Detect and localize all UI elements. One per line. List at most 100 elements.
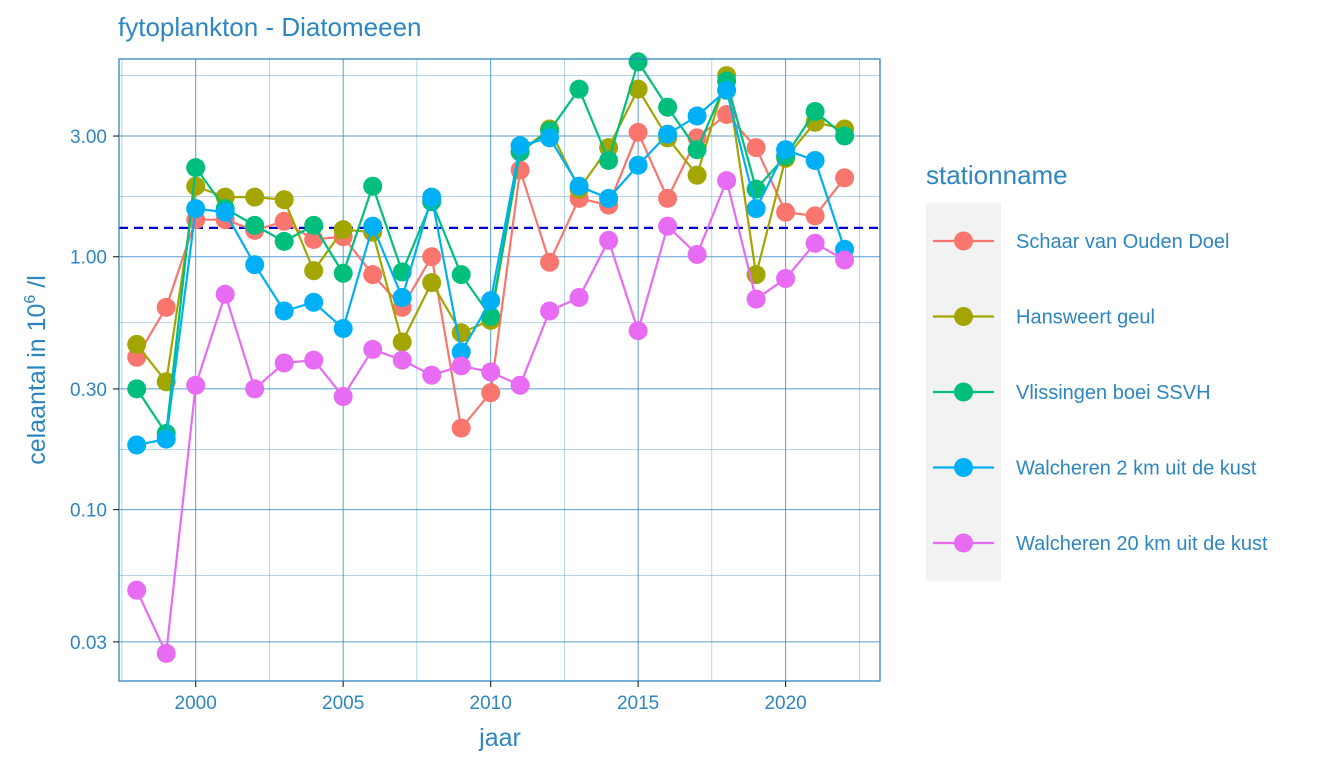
legend-item: Schaar van Ouden Doel	[933, 231, 1229, 253]
legend-key-point	[954, 231, 973, 251]
legend-key-point	[954, 382, 973, 402]
y-axis-title-exponent: 6	[22, 295, 39, 304]
data-point	[422, 365, 442, 385]
data-point	[422, 273, 442, 293]
data-point	[540, 128, 560, 148]
data-point	[392, 350, 412, 370]
data-point	[835, 126, 855, 146]
data-point	[687, 140, 707, 160]
data-point	[540, 301, 560, 321]
data-point	[805, 233, 825, 253]
data-point	[422, 247, 442, 267]
data-point	[245, 187, 265, 207]
legend-label: Walcheren 20 km uit de kust	[1016, 533, 1268, 555]
legend: stationname Schaar van Ouden Doel Hanswee…	[926, 160, 1268, 581]
data-point	[599, 151, 619, 170]
data-point	[481, 362, 501, 382]
y-axis-title-suffix: /l	[23, 275, 51, 294]
data-point	[451, 356, 471, 376]
data-point	[392, 332, 412, 352]
data-point	[245, 215, 265, 235]
data-point	[569, 176, 589, 196]
data-point	[628, 155, 648, 175]
data-point	[215, 202, 235, 222]
x-tick-label: 2010	[470, 693, 512, 714]
data-point	[687, 245, 707, 264]
data-point	[805, 151, 825, 170]
data-point	[304, 215, 324, 235]
data-point	[658, 216, 678, 236]
series-4	[127, 80, 855, 455]
data-point	[628, 52, 648, 72]
data-point	[658, 124, 678, 144]
legend-key-point	[954, 533, 973, 553]
y-tick-label: 0.30	[70, 380, 107, 401]
legend-title: stationname	[926, 160, 1068, 190]
data-point	[422, 187, 442, 207]
data-point	[510, 136, 530, 156]
data-point	[717, 80, 737, 100]
data-point	[304, 350, 324, 370]
legend-item: Walcheren 20 km uit de kust	[933, 533, 1268, 555]
data-point	[156, 429, 176, 449]
legend-items: Schaar van Ouden Doel Hansweert geul Vliss…	[933, 231, 1268, 555]
data-point	[658, 97, 678, 117]
data-point	[186, 199, 206, 219]
x-tick-label: 2000	[175, 693, 217, 714]
data-point	[186, 176, 206, 196]
data-point	[363, 216, 383, 236]
data-point	[835, 168, 855, 188]
data-point	[304, 261, 324, 281]
x-tick-label: 2015	[617, 693, 659, 714]
data-point	[628, 321, 648, 341]
data-point	[127, 334, 147, 354]
data-point	[746, 289, 766, 309]
data-point	[451, 342, 471, 362]
data-point	[245, 255, 265, 275]
data-point	[805, 102, 825, 121]
data-point	[776, 269, 796, 288]
data-point	[776, 202, 796, 222]
data-point	[481, 307, 501, 326]
data-point	[687, 106, 707, 126]
y-axis-title: celaantal in 106 /l	[22, 275, 51, 465]
data-point	[274, 190, 294, 210]
data-point	[186, 158, 206, 178]
data-point	[127, 580, 147, 600]
plot-panel-border	[118, 58, 881, 682]
data-point	[451, 265, 471, 285]
data-point	[687, 165, 707, 185]
data-point	[569, 79, 589, 99]
y-tick-label: 0.10	[70, 501, 107, 522]
series-group	[127, 52, 855, 663]
data-point	[540, 252, 560, 272]
x-tick-label: 2005	[322, 693, 364, 714]
data-point	[599, 188, 619, 208]
data-point	[746, 199, 766, 219]
data-point	[274, 211, 294, 231]
data-point	[805, 206, 825, 226]
x-tick-label: 2020	[764, 693, 806, 714]
data-point	[304, 292, 324, 312]
legend-item: Vlissingen boei SSVH	[933, 382, 1211, 404]
legend-label: Walcheren 2 km uit de kust	[1016, 458, 1257, 480]
legend-key-point	[954, 458, 973, 477]
data-point	[274, 231, 294, 251]
data-point	[628, 122, 648, 142]
data-point	[127, 379, 147, 399]
data-point	[599, 230, 619, 250]
y-tick-label: 3.00	[70, 127, 107, 148]
data-point	[274, 301, 294, 321]
data-point	[392, 262, 412, 282]
data-point	[274, 353, 294, 373]
data-point	[156, 643, 176, 663]
y-axis-title-prefix: celaantal in 10	[23, 304, 51, 465]
y-axis-ticks: 0.03 0.10 0.30 1.00 3.00	[70, 127, 119, 654]
data-point	[481, 291, 501, 311]
data-point	[363, 339, 383, 359]
data-point	[481, 383, 501, 403]
data-point	[333, 220, 353, 240]
data-point	[746, 138, 766, 158]
legend-item: Hansweert geul	[933, 307, 1155, 329]
data-point	[215, 284, 235, 304]
